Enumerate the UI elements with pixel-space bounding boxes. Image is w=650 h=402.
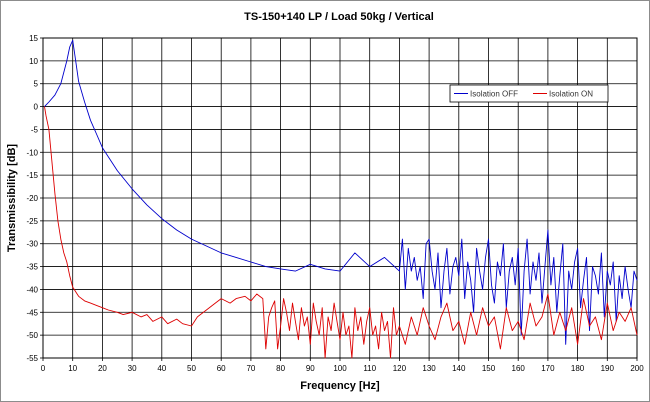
y-tick-label: -10 bbox=[26, 148, 38, 157]
y-axis-title: Transmissibility [dB] bbox=[6, 144, 18, 253]
y-tick-label: 15 bbox=[29, 34, 38, 43]
x-tick-label: 120 bbox=[393, 364, 407, 373]
x-tick-label: 190 bbox=[601, 364, 615, 373]
y-tick-label: -55 bbox=[26, 354, 38, 363]
x-tick-label: 60 bbox=[217, 364, 226, 373]
y-axis-ticks: 15 10 5 0 -5 -10 -15 -20 -25 -30 -35 -40 -45 -50 -55 bbox=[26, 34, 43, 363]
x-tick-label: 170 bbox=[541, 364, 555, 373]
y-tick-label: 10 bbox=[29, 57, 38, 66]
series-layer bbox=[44, 39, 638, 359]
legend-box bbox=[449, 84, 609, 103]
x-tick-label: 90 bbox=[306, 364, 315, 373]
y-tick-label: 5 bbox=[34, 80, 39, 89]
x-tick-label: 40 bbox=[157, 364, 166, 373]
x-tick-label: 110 bbox=[363, 364, 376, 373]
x-tick-label: 50 bbox=[187, 364, 196, 373]
x-tick-label: 200 bbox=[630, 364, 644, 373]
chart-title: TS-150+140 LP / Load 50kg / Vertical bbox=[244, 11, 434, 23]
y-tick-label: -25 bbox=[26, 217, 38, 226]
x-tick-label: 130 bbox=[422, 364, 436, 373]
x-tick-label: 100 bbox=[333, 364, 347, 373]
x-tick-label: 150 bbox=[482, 364, 496, 373]
grid bbox=[43, 38, 637, 358]
y-tick-label: -45 bbox=[26, 308, 38, 317]
y-tick-label: -15 bbox=[26, 171, 38, 180]
x-tick-label: 0 bbox=[41, 364, 46, 373]
x-tick-label: 140 bbox=[452, 364, 466, 373]
x-tick-label: 30 bbox=[128, 364, 137, 373]
y-tick-label: -5 bbox=[31, 125, 39, 134]
y-tick-label: -20 bbox=[26, 194, 38, 203]
y-tick-label: -30 bbox=[26, 240, 38, 249]
legend: Isolation OFF Isolation ON bbox=[449, 84, 609, 103]
y-tick-label: -40 bbox=[26, 285, 38, 294]
y-tick-label: 0 bbox=[34, 103, 39, 112]
legend-label-isolation-on: Isolation ON bbox=[549, 90, 593, 99]
y-tick-label: -35 bbox=[26, 263, 38, 272]
x-tick-label: 10 bbox=[68, 364, 77, 373]
x-axis-ticks: 0 10 20 30 40 50 60 70 80 90 100 110 120 130 140 150 160… bbox=[41, 358, 644, 373]
y-tick-label: -50 bbox=[26, 331, 38, 340]
series-line-isolation-off bbox=[44, 39, 638, 345]
series-line-isolation-on bbox=[44, 106, 638, 359]
x-tick-label: 80 bbox=[276, 364, 285, 373]
x-axis-title: Frequency [Hz] bbox=[300, 380, 380, 392]
x-tick-label: 20 bbox=[98, 364, 107, 373]
x-tick-label: 160 bbox=[512, 364, 526, 373]
x-tick-label: 180 bbox=[571, 364, 585, 373]
x-tick-label: 70 bbox=[246, 364, 255, 373]
legend-label-isolation-off: Isolation OFF bbox=[470, 90, 518, 99]
